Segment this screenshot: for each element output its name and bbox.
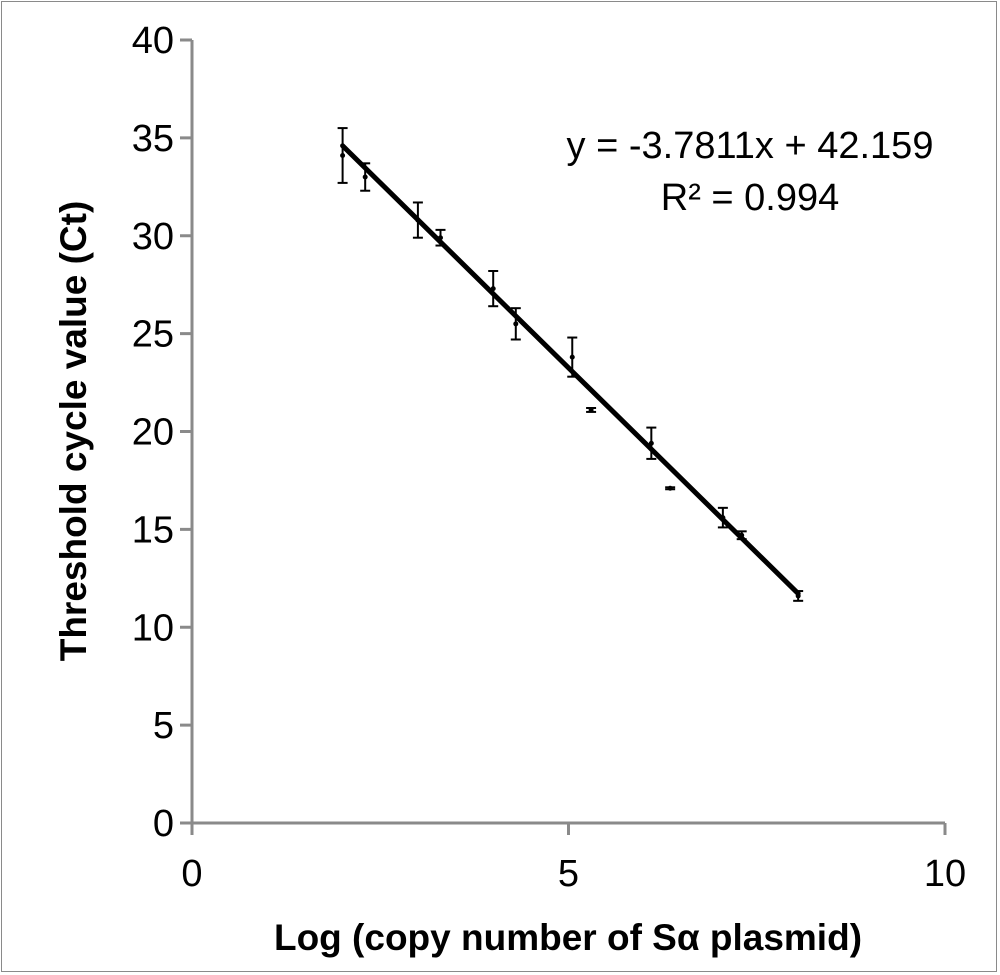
data-point xyxy=(362,174,368,180)
y-tick-label: 15 xyxy=(132,509,174,551)
y-tick-label: 35 xyxy=(132,118,174,160)
data-point xyxy=(588,407,594,413)
x-tick-label: 0 xyxy=(181,853,202,895)
y-tick-label: 25 xyxy=(132,314,174,356)
x-axis-ticks: 0 5 10 xyxy=(181,823,966,895)
data-point-group xyxy=(337,127,348,184)
data-point xyxy=(795,593,801,599)
y-axis-ticks: 0 5 10 15 20 25 30 35 40 xyxy=(132,20,192,845)
data-points xyxy=(337,127,804,602)
data-point-group xyxy=(567,336,578,378)
data-point xyxy=(667,485,673,491)
data-point-group xyxy=(412,201,423,239)
data-point xyxy=(648,440,654,446)
data-point xyxy=(739,532,745,538)
data-point-group xyxy=(793,590,804,602)
data-point-group xyxy=(646,426,657,460)
data-point-group xyxy=(665,485,676,491)
y-tick-label: 10 xyxy=(132,607,174,649)
data-point-group xyxy=(510,307,521,341)
data-point xyxy=(720,515,726,521)
data-point-group xyxy=(736,530,747,541)
data-point xyxy=(513,321,519,327)
data-point xyxy=(437,235,443,241)
x-tick-label: 10 xyxy=(924,853,966,895)
data-point-group xyxy=(717,506,728,529)
y-tick-label: 40 xyxy=(132,20,174,62)
data-point xyxy=(569,354,575,360)
data-point xyxy=(340,152,346,158)
x-axis-title: Log (copy number of Sα plasmid) xyxy=(274,917,862,958)
y-tick-label: 0 xyxy=(153,803,174,845)
y-axis-title: Threshold cycle value (Ct) xyxy=(53,201,94,662)
trendline-equation: y = -3.7811x + 42.159 xyxy=(567,125,934,167)
y-tick-label: 5 xyxy=(153,705,174,747)
data-point xyxy=(415,217,421,223)
data-point-group xyxy=(360,162,371,192)
y-tick-label: 20 xyxy=(132,412,174,454)
data-point xyxy=(490,286,496,292)
data-point-group xyxy=(586,407,597,413)
x-tick-label: 5 xyxy=(558,853,579,895)
y-tick-label: 30 xyxy=(132,216,174,258)
trendline-r-squared: R² = 0.994 xyxy=(661,177,840,219)
data-point-group xyxy=(435,228,446,247)
data-point-group xyxy=(488,269,499,308)
